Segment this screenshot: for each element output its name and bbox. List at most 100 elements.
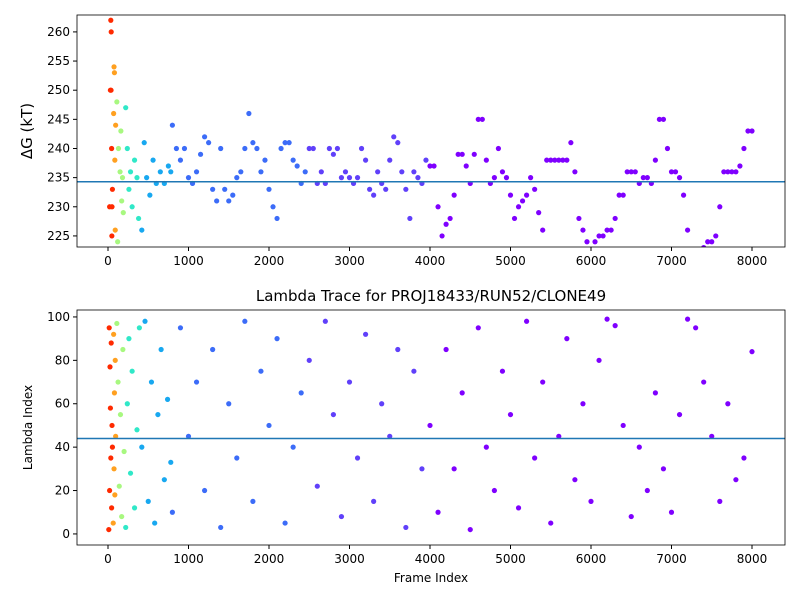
point: [395, 346, 401, 353]
point: [387, 433, 393, 439]
point: [136, 325, 142, 331]
point: [150, 157, 156, 163]
x-tick-label: 3000: [334, 552, 365, 566]
chart-title: Lambda Trace for PROJ18433/RUN52/CLONE49: [256, 287, 606, 305]
point: [234, 455, 240, 461]
point: [126, 186, 132, 192]
y-tick-label: 225: [47, 229, 70, 243]
point: [111, 390, 118, 396]
point: [109, 145, 115, 152]
point: [713, 233, 719, 239]
point: [725, 401, 731, 407]
point: [515, 204, 522, 210]
point: [479, 116, 485, 122]
point: [116, 483, 122, 489]
point: [697, 257, 702, 262]
point: [134, 427, 140, 433]
point: [612, 323, 618, 329]
point: [403, 524, 409, 531]
point: [107, 405, 114, 411]
point: [519, 198, 526, 204]
point: [112, 492, 118, 498]
point: [362, 157, 369, 163]
x-tick-label: 4000: [415, 254, 446, 268]
point: [379, 401, 385, 407]
point: [580, 401, 586, 407]
point: [745, 128, 751, 134]
point: [106, 325, 112, 331]
point: [411, 368, 417, 374]
point: [495, 145, 502, 152]
point: [109, 186, 116, 192]
point: [491, 175, 497, 181]
point: [338, 175, 345, 181]
point: [737, 163, 743, 169]
point: [230, 192, 236, 198]
y-tick-label: 235: [47, 171, 70, 185]
point: [427, 422, 433, 429]
point: [342, 169, 349, 175]
point: [141, 140, 147, 146]
point: [749, 349, 755, 355]
point: [131, 505, 138, 511]
point: [139, 227, 145, 233]
point: [644, 487, 650, 494]
point: [556, 157, 562, 163]
point: [427, 163, 433, 169]
point: [123, 524, 129, 531]
point: [158, 346, 164, 353]
point: [109, 505, 115, 511]
y-tick-label: 245: [47, 112, 70, 126]
point: [624, 169, 630, 175]
point: [439, 233, 445, 239]
point: [177, 325, 184, 331]
point: [451, 192, 457, 198]
y-tick-label: 20: [55, 484, 70, 498]
point: [169, 509, 175, 515]
point: [532, 186, 538, 192]
point: [503, 175, 510, 181]
point: [109, 204, 115, 210]
x-axis-label: Frame Index: [394, 571, 468, 585]
point: [164, 396, 171, 402]
point: [111, 64, 117, 70]
point: [523, 192, 530, 198]
y-tick-label: 260: [47, 25, 70, 39]
point: [672, 169, 679, 175]
point: [266, 422, 272, 429]
point: [367, 186, 373, 192]
point: [499, 169, 506, 175]
point: [108, 87, 114, 93]
point: [636, 444, 642, 450]
x-tick-label: 4000: [415, 552, 446, 566]
x-tick-label: 6000: [576, 552, 607, 566]
point: [115, 239, 121, 245]
point: [218, 524, 224, 531]
point: [107, 364, 113, 370]
x-tick-label: 3000: [334, 254, 365, 268]
point: [729, 169, 735, 175]
point: [640, 175, 646, 181]
point: [443, 221, 449, 227]
point: [210, 186, 216, 192]
point: [181, 145, 188, 152]
point: [108, 340, 114, 346]
point: [123, 105, 129, 111]
point: [660, 466, 667, 472]
point: [226, 401, 232, 407]
point: [282, 520, 288, 526]
point: [628, 513, 634, 520]
point: [568, 140, 574, 146]
point: [274, 336, 280, 342]
point: [193, 169, 200, 175]
point: [111, 466, 117, 472]
point: [266, 186, 272, 192]
point: [564, 336, 570, 342]
point: [250, 498, 256, 504]
point: [415, 175, 421, 181]
point: [147, 192, 153, 198]
point: [644, 175, 650, 181]
point: [580, 227, 586, 233]
point: [108, 29, 114, 35]
point: [113, 122, 119, 128]
